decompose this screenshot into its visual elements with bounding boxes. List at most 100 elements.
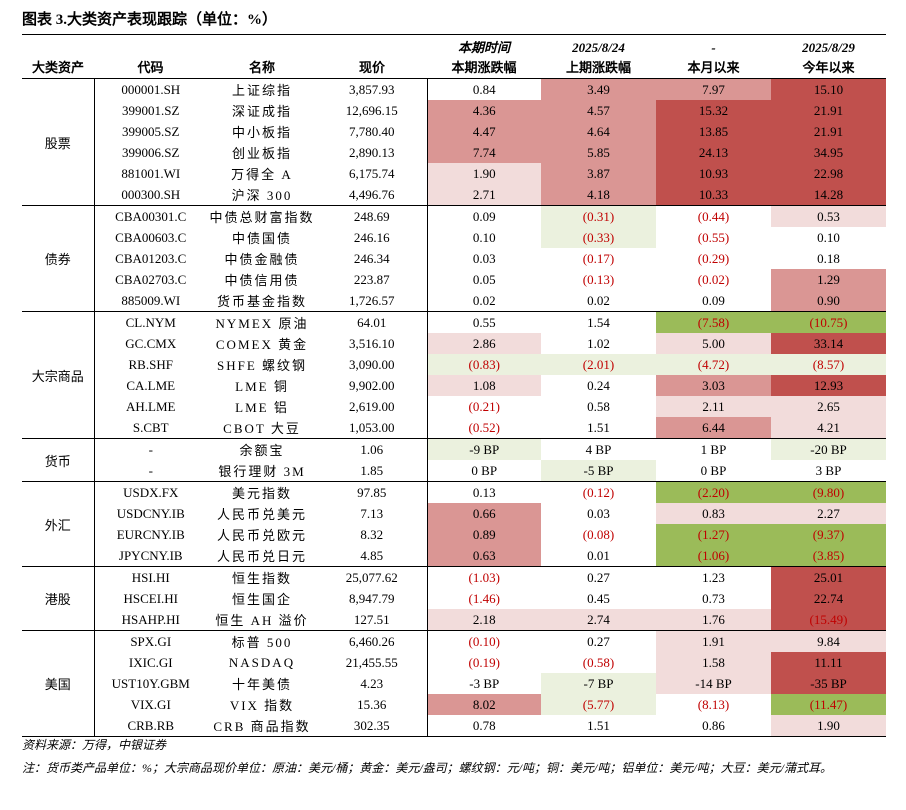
name-cell: NYMEX 原油 bbox=[207, 311, 317, 333]
name-cell: COMEX 黄金 bbox=[215, 337, 309, 352]
change-cell-ytd: 2.27 bbox=[771, 503, 886, 524]
table-row: EURCNY.IB 人民币兑欧元 8.32 0.89 (0.08) (1.27) (9.37… bbox=[22, 524, 886, 545]
header-period-current: 本期时间 bbox=[457, 40, 510, 55]
price-cell: 9,902.00 bbox=[349, 377, 395, 393]
price-cell: 7.13 bbox=[360, 505, 384, 521]
price-cell: 3,857.93 bbox=[317, 78, 427, 100]
name-cell: LME 铜 bbox=[235, 379, 289, 394]
change-cell-prev: (0.58) bbox=[582, 654, 615, 670]
table-row: VIX.GI VIX 指数 15.36 8.02 (5.77) (8.13) (11.47) bbox=[22, 694, 886, 715]
table-row: HSAHP.HI 恒生 AH 溢价 127.51 2.18 2.74 1.76 (15.49… bbox=[22, 609, 886, 631]
header-period-date1: 2025/8/24 bbox=[572, 40, 625, 55]
code-cell: JPYCNY.IB bbox=[93, 545, 207, 567]
header-current-change: 本期涨跌幅 bbox=[427, 57, 541, 79]
table-row: UST10Y.GBM 十年美债 4.23 -3 BP -7 BP -14 BP -35 BP bbox=[22, 673, 886, 694]
code-cell: HSAHP.HI bbox=[93, 609, 207, 631]
price-cell: 1.06 bbox=[317, 438, 427, 460]
price-cell: 1.85 bbox=[360, 462, 384, 478]
change-cell-cur: 0.84 bbox=[426, 78, 541, 100]
code-cell: CA.LME bbox=[93, 375, 207, 396]
change-cell-ytd: 34.95 bbox=[771, 142, 886, 163]
name-cell: 恒生指数 bbox=[207, 566, 317, 588]
price-cell: 2,619.00 bbox=[349, 398, 395, 414]
name-cell: 银行理财 3M bbox=[218, 464, 306, 479]
header-period-date2: 2025/8/29 bbox=[802, 40, 855, 55]
change-cell-prev: (0.08) bbox=[582, 526, 615, 542]
change-cell-mtd: (1.06) bbox=[656, 545, 771, 567]
change-cell-mtd: (4.72) bbox=[656, 354, 771, 375]
code-cell: 881001.WI bbox=[93, 163, 207, 184]
price-cell: 6,460.26 bbox=[317, 630, 427, 652]
code-cell: USDX.FX bbox=[93, 481, 207, 503]
change-cell-prev: 0.24 bbox=[587, 377, 610, 393]
code-cell: AH.LME bbox=[93, 396, 207, 417]
change-cell-ytd: 14.28 bbox=[771, 184, 886, 206]
change-cell-ytd: 3 BP bbox=[815, 462, 842, 478]
code-cell: HSI.HI bbox=[93, 566, 207, 588]
change-cell-cur: -9 BP bbox=[426, 438, 541, 460]
change-cell-cur: (0.19) bbox=[426, 652, 541, 673]
asset-class-label: 股票 bbox=[22, 78, 94, 206]
change-cell-cur: 0.05 bbox=[426, 269, 541, 290]
header-previous-change: 上期涨跌幅 bbox=[541, 57, 656, 79]
price-cell: 246.16 bbox=[353, 229, 390, 245]
change-cell-cur: (1.46) bbox=[426, 588, 541, 609]
table-row: HSCEI.HI 恒生国企 8,947.79 (1.46) 0.45 0.73 22.74 bbox=[22, 588, 886, 609]
name-cell: 上证综指 bbox=[207, 78, 317, 100]
header-name: 名称 bbox=[207, 57, 317, 79]
price-cell: 4,496.76 bbox=[349, 186, 395, 202]
name-cell: NASDAQ bbox=[228, 654, 296, 670]
name-cell: 货币基金指数 bbox=[216, 294, 307, 309]
change-cell-ytd: 22.98 bbox=[771, 163, 886, 184]
change-cell-prev: 5.85 bbox=[541, 142, 656, 163]
change-cell-mtd: 0.09 bbox=[702, 292, 725, 308]
code-cell: IXIC.GI bbox=[93, 652, 207, 673]
change-cell-prev: 0.02 bbox=[587, 292, 610, 308]
table-row: GC.CMX COMEX 黄金 3,516.10 2.86 1.02 5.00 33.14 bbox=[22, 333, 886, 354]
code-cell: GC.CMX bbox=[93, 333, 207, 354]
change-cell-cur: 2.86 bbox=[426, 333, 541, 354]
code-cell: CBA01203.C bbox=[93, 248, 207, 269]
change-cell-cur: 0.03 bbox=[426, 248, 541, 269]
code-cell: CBA00301.C bbox=[93, 205, 207, 227]
name-cell: 中债金融债 bbox=[224, 252, 300, 267]
asset-class-label: 货币 bbox=[22, 438, 94, 482]
change-cell-mtd: (7.58) bbox=[656, 311, 771, 333]
code-cell: 399005.SZ bbox=[93, 121, 207, 142]
change-cell-prev: 1.02 bbox=[587, 335, 610, 351]
name-cell: 美元指数 bbox=[207, 481, 317, 503]
change-cell-mtd: (2.20) bbox=[656, 481, 771, 503]
change-cell-cur: 0.13 bbox=[426, 481, 541, 503]
change-cell-ytd: 22.74 bbox=[771, 588, 886, 609]
change-cell-prev: 4.64 bbox=[541, 121, 656, 142]
price-cell: 1,053.00 bbox=[349, 419, 395, 435]
price-cell: 4.85 bbox=[360, 547, 384, 563]
price-cell: 1,726.57 bbox=[349, 292, 395, 308]
change-cell-prev: -7 BP bbox=[541, 673, 656, 694]
change-cell-prev: 4 BP bbox=[541, 438, 656, 460]
change-cell-cur: 0.89 bbox=[426, 524, 541, 545]
change-cell-mtd: 5.00 bbox=[656, 333, 771, 354]
change-cell-mtd: (0.44) bbox=[656, 205, 771, 227]
change-cell-prev: 4.18 bbox=[541, 184, 656, 206]
header-cell bbox=[317, 38, 427, 57]
change-cell-mtd: -14 BP bbox=[656, 673, 771, 694]
name-cell: 深证成指 bbox=[231, 104, 292, 119]
table-row: AH.LME LME 铝 2,619.00 (0.21) 0.58 2.11 2.65 bbox=[22, 396, 886, 417]
change-cell-prev: (0.17) bbox=[582, 250, 615, 266]
change-cell-prev: 3.49 bbox=[541, 78, 656, 100]
table-row: USDCNY.IB 人民币兑美元 7.13 0.66 0.03 0.83 2.27 bbox=[22, 503, 886, 524]
name-cell: 创业板指 bbox=[231, 146, 292, 161]
header-row-columns: 大类资产 代码 名称 现价 本期涨跌幅 上期涨跌幅 本月以来 今年以来 bbox=[22, 57, 886, 79]
table-row: 000300.SH 沪深 300 4,496.76 2.71 4.18 10.33 14.2… bbox=[22, 184, 886, 206]
price-cell: 8.32 bbox=[360, 526, 384, 542]
table-row: 港股 HSI.HI 恒生指数 25,077.62 (1.03) 0.27 1.23 25.01 bbox=[22, 566, 886, 631]
footnote: 注：货币类产品单位：%；大宗商品现价单位：原油：美元/桶；黄金：美元/盎司；螺纹… bbox=[22, 761, 833, 775]
change-cell-ytd: 15.10 bbox=[771, 78, 886, 100]
asset-class-label: 大宗商品 bbox=[22, 311, 94, 439]
code-cell: 000300.SH bbox=[93, 184, 207, 206]
price-cell: 12,696.15 bbox=[345, 102, 398, 118]
code-cell: 399006.SZ bbox=[93, 142, 207, 163]
change-cell-ytd: 33.14 bbox=[771, 333, 886, 354]
table-row: 美国 SPX.GI 标普 500 6,460.26 (0.10) 0.27 1.91 9.84 bbox=[22, 630, 886, 737]
